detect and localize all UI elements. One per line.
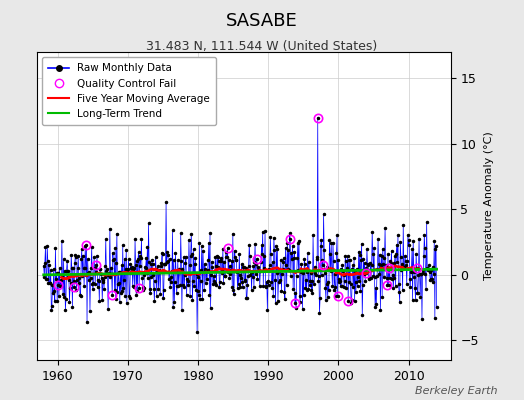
Text: Berkeley Earth: Berkeley Earth [416,386,498,396]
Text: SASABE: SASABE [226,12,298,30]
Legend: Raw Monthly Data, Quality Control Fail, Five Year Moving Average, Long-Term Tren: Raw Monthly Data, Quality Control Fail, … [42,57,216,125]
Text: 31.483 N, 111.544 W (United States): 31.483 N, 111.544 W (United States) [146,40,378,53]
Y-axis label: Temperature Anomaly (°C): Temperature Anomaly (°C) [484,132,495,280]
